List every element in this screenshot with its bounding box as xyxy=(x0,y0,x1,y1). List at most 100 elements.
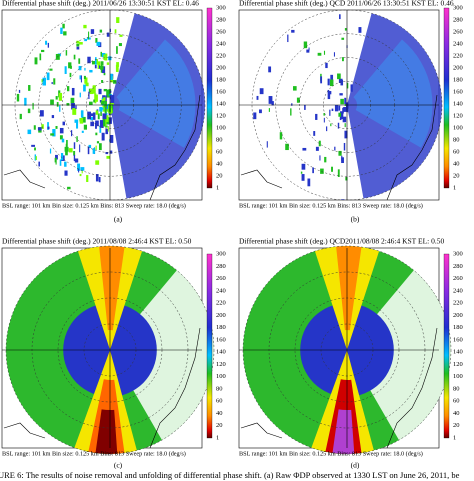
echo-speckle xyxy=(99,106,103,112)
echo-speckle xyxy=(271,101,274,106)
echo-speckle xyxy=(76,46,80,50)
colorbar-label: 140 xyxy=(216,349,226,356)
colorbar-label: 160 xyxy=(453,88,463,95)
echo-speckle xyxy=(95,110,99,115)
colorbar-label: 240 xyxy=(453,287,463,294)
colorbar-label: 140 xyxy=(453,349,463,356)
echo-speckle xyxy=(31,144,36,147)
echo-speckle xyxy=(97,113,100,120)
echo-speckle xyxy=(93,99,95,103)
colorbar-label: 220 xyxy=(453,52,463,59)
echo-speckle xyxy=(99,143,102,151)
echo-speckle xyxy=(95,174,99,182)
colorbar xyxy=(206,253,213,439)
colorbar-label: 100 xyxy=(216,124,226,131)
echo-speckle xyxy=(101,80,104,83)
echo-speckle xyxy=(326,126,328,132)
echo-speckle xyxy=(52,129,56,137)
echo-speckle xyxy=(83,124,88,130)
echo-speckle xyxy=(320,168,324,174)
echo-speckle xyxy=(83,84,86,92)
echo-speckle xyxy=(102,66,106,74)
echo-speckle xyxy=(92,148,96,154)
echo-speckle xyxy=(95,145,97,150)
colorbar-label: 220 xyxy=(216,300,226,307)
echo-speckle xyxy=(64,146,69,152)
echo-speckle xyxy=(318,140,321,147)
echo-speckle xyxy=(109,90,112,93)
colorbar-label: 300 xyxy=(453,250,463,257)
colorbar-label: 180 xyxy=(216,324,226,331)
echo-speckle xyxy=(100,61,104,66)
echo-speckle xyxy=(100,100,105,105)
colorbar-label: 120 xyxy=(216,361,226,368)
echo-speckle xyxy=(279,132,283,140)
colorbar-label: 80 xyxy=(453,385,460,392)
colorbar-label: 140 xyxy=(216,100,226,107)
colorbar-label: 280 xyxy=(453,16,463,23)
colorbar-label: 180 xyxy=(453,324,463,331)
colorbar-label: 160 xyxy=(216,88,226,95)
echo-speckle xyxy=(268,108,270,112)
colorbar-label: 1 xyxy=(216,184,219,191)
echo-speckle xyxy=(99,29,103,33)
echo-speckle xyxy=(346,105,349,109)
colorbar-label: 180 xyxy=(216,76,226,83)
colorbar-label: 40 xyxy=(216,410,223,417)
echo-speckle xyxy=(323,50,326,55)
echo-speckle xyxy=(97,61,101,69)
echo-speckle xyxy=(83,75,86,80)
echo-speckle xyxy=(339,93,343,96)
echo-speckle xyxy=(87,146,90,155)
panel-label: (c) xyxy=(114,461,123,470)
echo-speckle xyxy=(32,102,34,110)
echo-speckle xyxy=(89,69,93,73)
echo-speckle xyxy=(88,144,92,149)
echo-speckle xyxy=(103,97,107,101)
echo-speckle xyxy=(59,105,61,112)
panel-label: (b) xyxy=(351,215,360,224)
echo-speckle xyxy=(35,156,37,161)
echo-speckle xyxy=(344,130,348,139)
echo-speckle xyxy=(70,65,72,69)
coastline xyxy=(386,94,438,201)
echo-speckle xyxy=(78,42,83,45)
echo-speckle xyxy=(110,95,115,103)
colorbar-label: 260 xyxy=(216,28,226,35)
colorbar-label: 60 xyxy=(216,148,223,155)
echo-speckle xyxy=(313,131,316,136)
echo-speckle xyxy=(256,95,259,100)
colorbar-label: 40 xyxy=(216,160,223,167)
echo-speckle xyxy=(344,97,347,105)
echo-speckle xyxy=(108,93,112,97)
echo-speckle xyxy=(95,160,100,165)
colorbar-label: 80 xyxy=(216,385,223,392)
echo-speckle xyxy=(312,167,314,174)
echo-speckle xyxy=(303,41,308,49)
colorbar-label: 120 xyxy=(453,112,463,119)
echo-speckle xyxy=(59,135,63,140)
colorbar-label: 60 xyxy=(216,398,223,405)
echo-speckle xyxy=(62,23,65,29)
echo-speckle xyxy=(98,65,101,69)
echo-speckle xyxy=(87,111,91,120)
echo-speckle xyxy=(116,62,119,67)
echo-speckle xyxy=(94,94,98,102)
echo-speckle xyxy=(341,199,345,200)
colorbar-label: 160 xyxy=(216,336,226,343)
echo-speckle xyxy=(64,66,67,74)
echo-speckle xyxy=(37,127,42,131)
echo-speckle xyxy=(73,154,76,162)
echo-speckle xyxy=(323,117,325,123)
echo-speckle xyxy=(72,108,77,115)
echo-speckle xyxy=(69,72,72,78)
radar-image xyxy=(243,246,451,454)
echo-speckle xyxy=(116,46,118,54)
echo-speckle xyxy=(100,51,103,57)
echo-speckle xyxy=(103,72,106,76)
echo-speckle xyxy=(302,147,307,151)
echo-speckle xyxy=(118,43,122,47)
echo-speckle xyxy=(343,107,348,112)
echo-speckle xyxy=(337,169,340,178)
